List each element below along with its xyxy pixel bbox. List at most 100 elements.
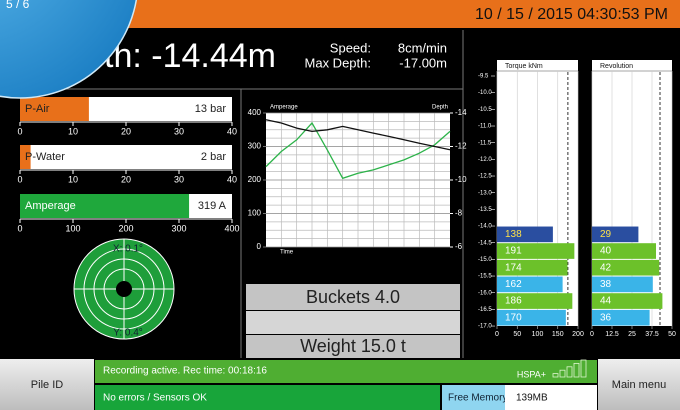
depth-tick-label: -14.5 <box>478 240 492 246</box>
gauge-value: 319 A <box>198 200 227 212</box>
pile-id-button[interactable] <box>0 359 94 410</box>
profile-bar <box>592 259 660 276</box>
y2-tick-label: -14 <box>455 108 467 117</box>
gauge-bar <box>20 97 89 121</box>
depth-tick-label: -12.0 <box>478 157 492 163</box>
y-tick-label: 0 <box>257 242 262 251</box>
date-time: 10 / 15 / 2015 04:30:53 PM <box>475 6 668 23</box>
y-tick-label: 400 <box>248 108 262 117</box>
tick-label: 0 <box>17 174 22 184</box>
y2-tick-label: -8 <box>455 209 463 218</box>
series-line <box>265 119 451 151</box>
tick-label: 40 <box>227 126 237 136</box>
tick-label: 10 <box>68 174 78 184</box>
tick-label: 0 <box>17 223 22 233</box>
profile-bar <box>592 309 650 326</box>
pile-id-label[interactable]: Pile ID <box>31 379 63 391</box>
status-bar <box>95 360 597 383</box>
depth-tick-label: -9.5 <box>478 74 489 80</box>
signal-bar <box>573 362 580 378</box>
max-depth-value: -17.00m <box>399 55 447 70</box>
buckets-box <box>246 284 460 310</box>
signal-bar <box>552 373 559 378</box>
profile-bar-label: 44 <box>600 296 612 307</box>
tick-label: 50 <box>513 331 521 338</box>
tick-label: 0 <box>17 126 22 136</box>
depth-tick-label: -16.5 <box>478 307 492 313</box>
depth-tick-label: -14.0 <box>478 224 492 230</box>
tick-label: 300 <box>171 223 186 233</box>
profile-bar-label: 42 <box>600 262 612 273</box>
main-menu-label[interactable]: Main menu <box>612 379 666 391</box>
depth-tick-label: -15.0 <box>478 257 492 263</box>
signal-bar <box>566 366 573 378</box>
target-x: X: 0.1° <box>113 244 143 255</box>
profile-bar-label: 29 <box>600 229 612 240</box>
gauge-label: P-Air <box>25 103 50 115</box>
depth-tick-label: -17.0 <box>478 324 492 330</box>
tick-label: 200 <box>572 331 584 338</box>
profile-bar-label: 40 <box>600 246 612 257</box>
target-y: Y: 0.4° <box>113 328 143 339</box>
tick-label: 50 <box>668 331 676 338</box>
speed-label: Speed: <box>330 40 371 55</box>
profile-bar <box>592 293 663 309</box>
sensor-text: No errors / Sensors OK <box>103 393 207 404</box>
depth-tick-label: -16.0 <box>478 290 492 296</box>
gauge-label: P-Water <box>25 151 65 163</box>
signal-bar <box>559 369 566 378</box>
profile-bar <box>592 226 639 243</box>
series-line <box>265 121 451 180</box>
gauge-bar <box>20 194 190 218</box>
profile-bar <box>497 226 553 243</box>
tick-label: 10 <box>68 126 78 136</box>
memory-box <box>505 385 597 410</box>
profile-bar <box>497 309 566 326</box>
gauge-value: 13 bar <box>195 103 227 115</box>
tick-label: 30 <box>174 174 184 184</box>
tick-label: 200 <box>118 223 133 233</box>
main-menu-button[interactable] <box>598 359 680 410</box>
gauge-label: Amperage <box>25 200 76 212</box>
x-axis-label: Time <box>280 250 294 256</box>
profile-bar <box>592 276 653 293</box>
tick-label: 0 <box>495 331 499 338</box>
tick-label: 400 <box>224 223 239 233</box>
depth-tick-label: -11.0 <box>478 124 492 130</box>
depth-tick-label: -10.5 <box>478 107 492 113</box>
profile-bar-label: 186 <box>505 296 522 307</box>
depth-tick-label: -11.5 <box>478 140 492 146</box>
depth-tick-label: -13.5 <box>478 207 492 213</box>
profile-bar-label: 174 <box>505 262 522 273</box>
profile-bar <box>497 243 575 259</box>
depth-tick-label: -10.0 <box>478 90 492 96</box>
max-depth-label: Max Depth: <box>305 55 371 70</box>
signal-bar <box>580 359 587 378</box>
depth-value: th: -14.44m <box>104 37 276 75</box>
memory-value: 139MB <box>516 393 548 404</box>
profile-bar <box>497 293 573 309</box>
page-badge-text[interactable]: 5 / 6 <box>6 0 30 11</box>
profile-bar-label: 162 <box>505 279 522 290</box>
profile-bar-label: 36 <box>600 312 612 323</box>
network: HSPA+ <box>517 369 546 379</box>
tick-label: 37.5 <box>645 331 659 338</box>
buckets: Buckets 4.0 <box>306 287 400 307</box>
gauge-track <box>20 145 232 169</box>
column-title: Revolution <box>600 63 633 70</box>
depth-tick-label: -12.5 <box>478 174 492 180</box>
profile-bar <box>497 276 563 293</box>
profile-bar-label: 38 <box>600 279 612 290</box>
sensor-bar <box>95 385 440 410</box>
tick-label: 40 <box>227 174 237 184</box>
tick-label: 150 <box>552 331 564 338</box>
column-title: Torque kNm <box>505 63 543 70</box>
depth-tick-label: -13.0 <box>478 190 492 196</box>
profile-bar-label: 191 <box>505 246 522 257</box>
tick-label: 100 <box>65 223 80 233</box>
tick-label: 20 <box>121 126 131 136</box>
page-badge[interactable] <box>0 0 138 99</box>
tick-label: 20 <box>121 174 131 184</box>
y-tick-label: 200 <box>248 175 262 184</box>
